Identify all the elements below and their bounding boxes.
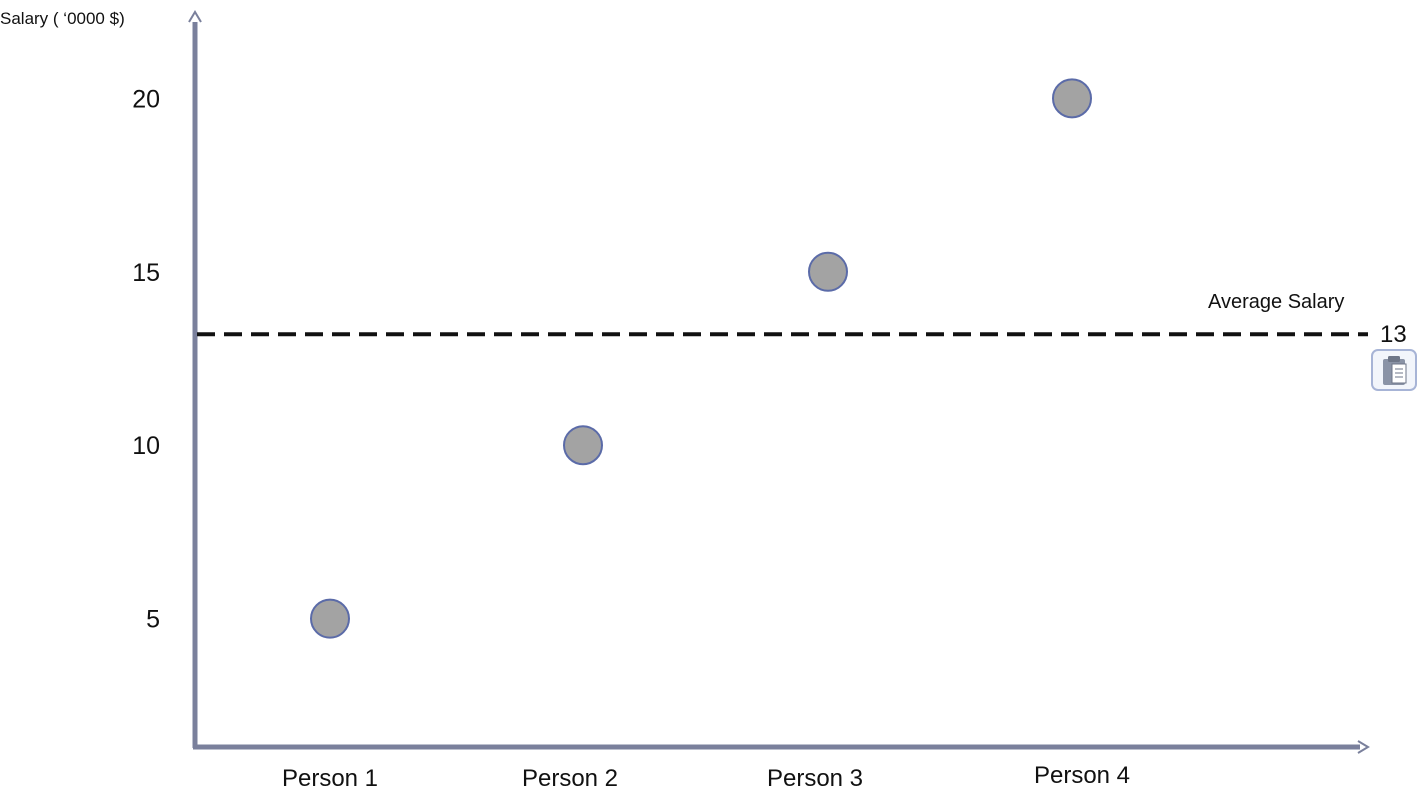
data-point bbox=[310, 598, 350, 639]
y-tick-labels: 5 10 15 20 bbox=[132, 85, 160, 633]
x-tick-label: Person 1 bbox=[282, 765, 378, 790]
data-point bbox=[808, 251, 848, 292]
x-axis-arrowhead bbox=[1357, 740, 1370, 754]
y-tick-label: 20 bbox=[132, 85, 160, 113]
data-points bbox=[310, 78, 1092, 639]
x-tick-label: Person 2 bbox=[522, 765, 618, 790]
y-tick-label: 10 bbox=[132, 432, 160, 460]
x-tick-label: Person 4 bbox=[1034, 762, 1130, 789]
average-salary-value: 13 bbox=[1380, 321, 1407, 348]
y-tick-label: 15 bbox=[132, 259, 160, 287]
y-axis-label: Salary ( ‘0000 $) bbox=[0, 9, 125, 28]
x-tick-labels: Person 1 Person 2 Person 3 Person 4 bbox=[282, 762, 1130, 790]
data-point bbox=[1052, 78, 1092, 119]
average-salary-reference: Average Salary 13 bbox=[197, 291, 1407, 348]
clipboard-icon[interactable] bbox=[1371, 349, 1417, 391]
data-point bbox=[563, 425, 603, 466]
x-tick-label: Person 3 bbox=[767, 765, 863, 790]
y-axis-arrowhead bbox=[188, 10, 202, 23]
average-salary-label: Average Salary bbox=[1208, 291, 1344, 313]
y-tick-label: 5 bbox=[146, 606, 160, 634]
axes bbox=[188, 10, 1370, 754]
